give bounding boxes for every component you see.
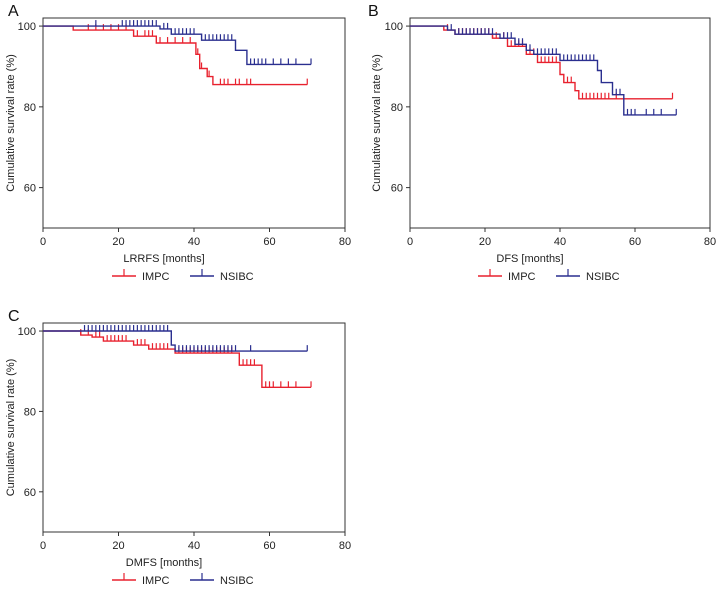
y-axis-title: Cumulative survival rate (%) bbox=[5, 359, 17, 497]
x-tick-label: 20 bbox=[112, 236, 124, 248]
km-curve-impc bbox=[43, 330, 311, 388]
y-axis-title: Cumulative survival rate (%) bbox=[5, 54, 17, 192]
series-nsibc bbox=[410, 24, 677, 116]
legend-item-nsibc: NSIBC bbox=[190, 573, 254, 587]
series-nsibc bbox=[43, 325, 308, 352]
x-tick-label: 20 bbox=[479, 236, 491, 248]
y-tick-label: 80 bbox=[24, 102, 36, 114]
panel-letter: C bbox=[8, 308, 20, 325]
x-tick-label: 0 bbox=[407, 236, 413, 248]
x-tick-label: 20 bbox=[112, 540, 124, 552]
km-curve-nsibc bbox=[43, 25, 311, 66]
panel-b: B 0 20 40 60 80 60 80 100 DFS [months] Cumulative … bbox=[368, 3, 716, 283]
series-impc bbox=[43, 329, 312, 388]
series-impc bbox=[43, 24, 308, 86]
x-tick-label: 40 bbox=[554, 236, 566, 248]
x-tick-label: 40 bbox=[188, 540, 200, 552]
x-axis-title: DMFS [months] bbox=[126, 557, 202, 569]
plot-frame bbox=[42, 17, 346, 229]
series-nsibc bbox=[43, 20, 312, 66]
y-tick-label: 80 bbox=[391, 102, 403, 114]
legend-label: NSIBC bbox=[220, 271, 254, 283]
legend-item-nsibc: NSIBC bbox=[190, 269, 254, 283]
y-tick-label: 100 bbox=[18, 326, 36, 338]
x-tick-label: 0 bbox=[40, 540, 46, 552]
legend-item-impc: IMPC bbox=[478, 269, 536, 283]
x-tick-label: 60 bbox=[263, 236, 275, 248]
legend-item-impc: IMPC bbox=[112, 573, 170, 587]
km-curve-nsibc bbox=[410, 25, 677, 116]
x-tick-label: 80 bbox=[704, 236, 716, 248]
x-axis-title: LRRFS [months] bbox=[123, 253, 204, 265]
y-tick-label: 60 bbox=[24, 183, 36, 195]
y-tick-label: 100 bbox=[18, 21, 36, 33]
y-tick-label: 60 bbox=[391, 183, 403, 195]
legend-label: NSIBC bbox=[220, 575, 254, 587]
x-tick-label: 40 bbox=[188, 236, 200, 248]
legend-item-impc: IMPC bbox=[112, 269, 170, 283]
x-tick-label: 80 bbox=[339, 236, 351, 248]
legend: IMPC NSIBC bbox=[112, 269, 254, 283]
y-tick-label: 60 bbox=[24, 487, 36, 499]
y-tick-label: 80 bbox=[24, 406, 36, 418]
series-impc bbox=[410, 24, 674, 100]
legend-label: IMPC bbox=[142, 575, 170, 587]
plot-frame bbox=[409, 17, 711, 229]
y-axis-title: Cumulative survival rate (%) bbox=[371, 54, 383, 192]
x-tick-label: 60 bbox=[629, 236, 641, 248]
y-tick-label: 100 bbox=[385, 21, 403, 33]
x-tick-label: 80 bbox=[339, 540, 351, 552]
x-axis-title: DFS [months] bbox=[496, 253, 563, 265]
legend: IMPC NSIBC bbox=[478, 269, 620, 283]
panel-letter: A bbox=[8, 3, 19, 20]
legend: IMPC NSIBC bbox=[112, 573, 254, 587]
panel-a: A 0 20 40 60 80 60 80 100 LRRFS [months] Cumulativ… bbox=[5, 3, 351, 283]
km-curve-impc bbox=[410, 25, 673, 100]
legend-item-nsibc: NSIBC bbox=[556, 269, 620, 283]
panel-c: C 0 20 40 60 80 60 80 100 DMFS [months] Cumulative… bbox=[5, 308, 351, 587]
panel-letter: B bbox=[368, 3, 379, 20]
x-tick-label: 60 bbox=[263, 540, 275, 552]
x-tick-label: 0 bbox=[40, 236, 46, 248]
legend-label: IMPC bbox=[508, 271, 536, 283]
km-curve-nsibc bbox=[43, 330, 308, 352]
plot-frame bbox=[42, 322, 346, 533]
legend-label: NSIBC bbox=[586, 271, 620, 283]
legend-label: IMPC bbox=[142, 271, 170, 283]
